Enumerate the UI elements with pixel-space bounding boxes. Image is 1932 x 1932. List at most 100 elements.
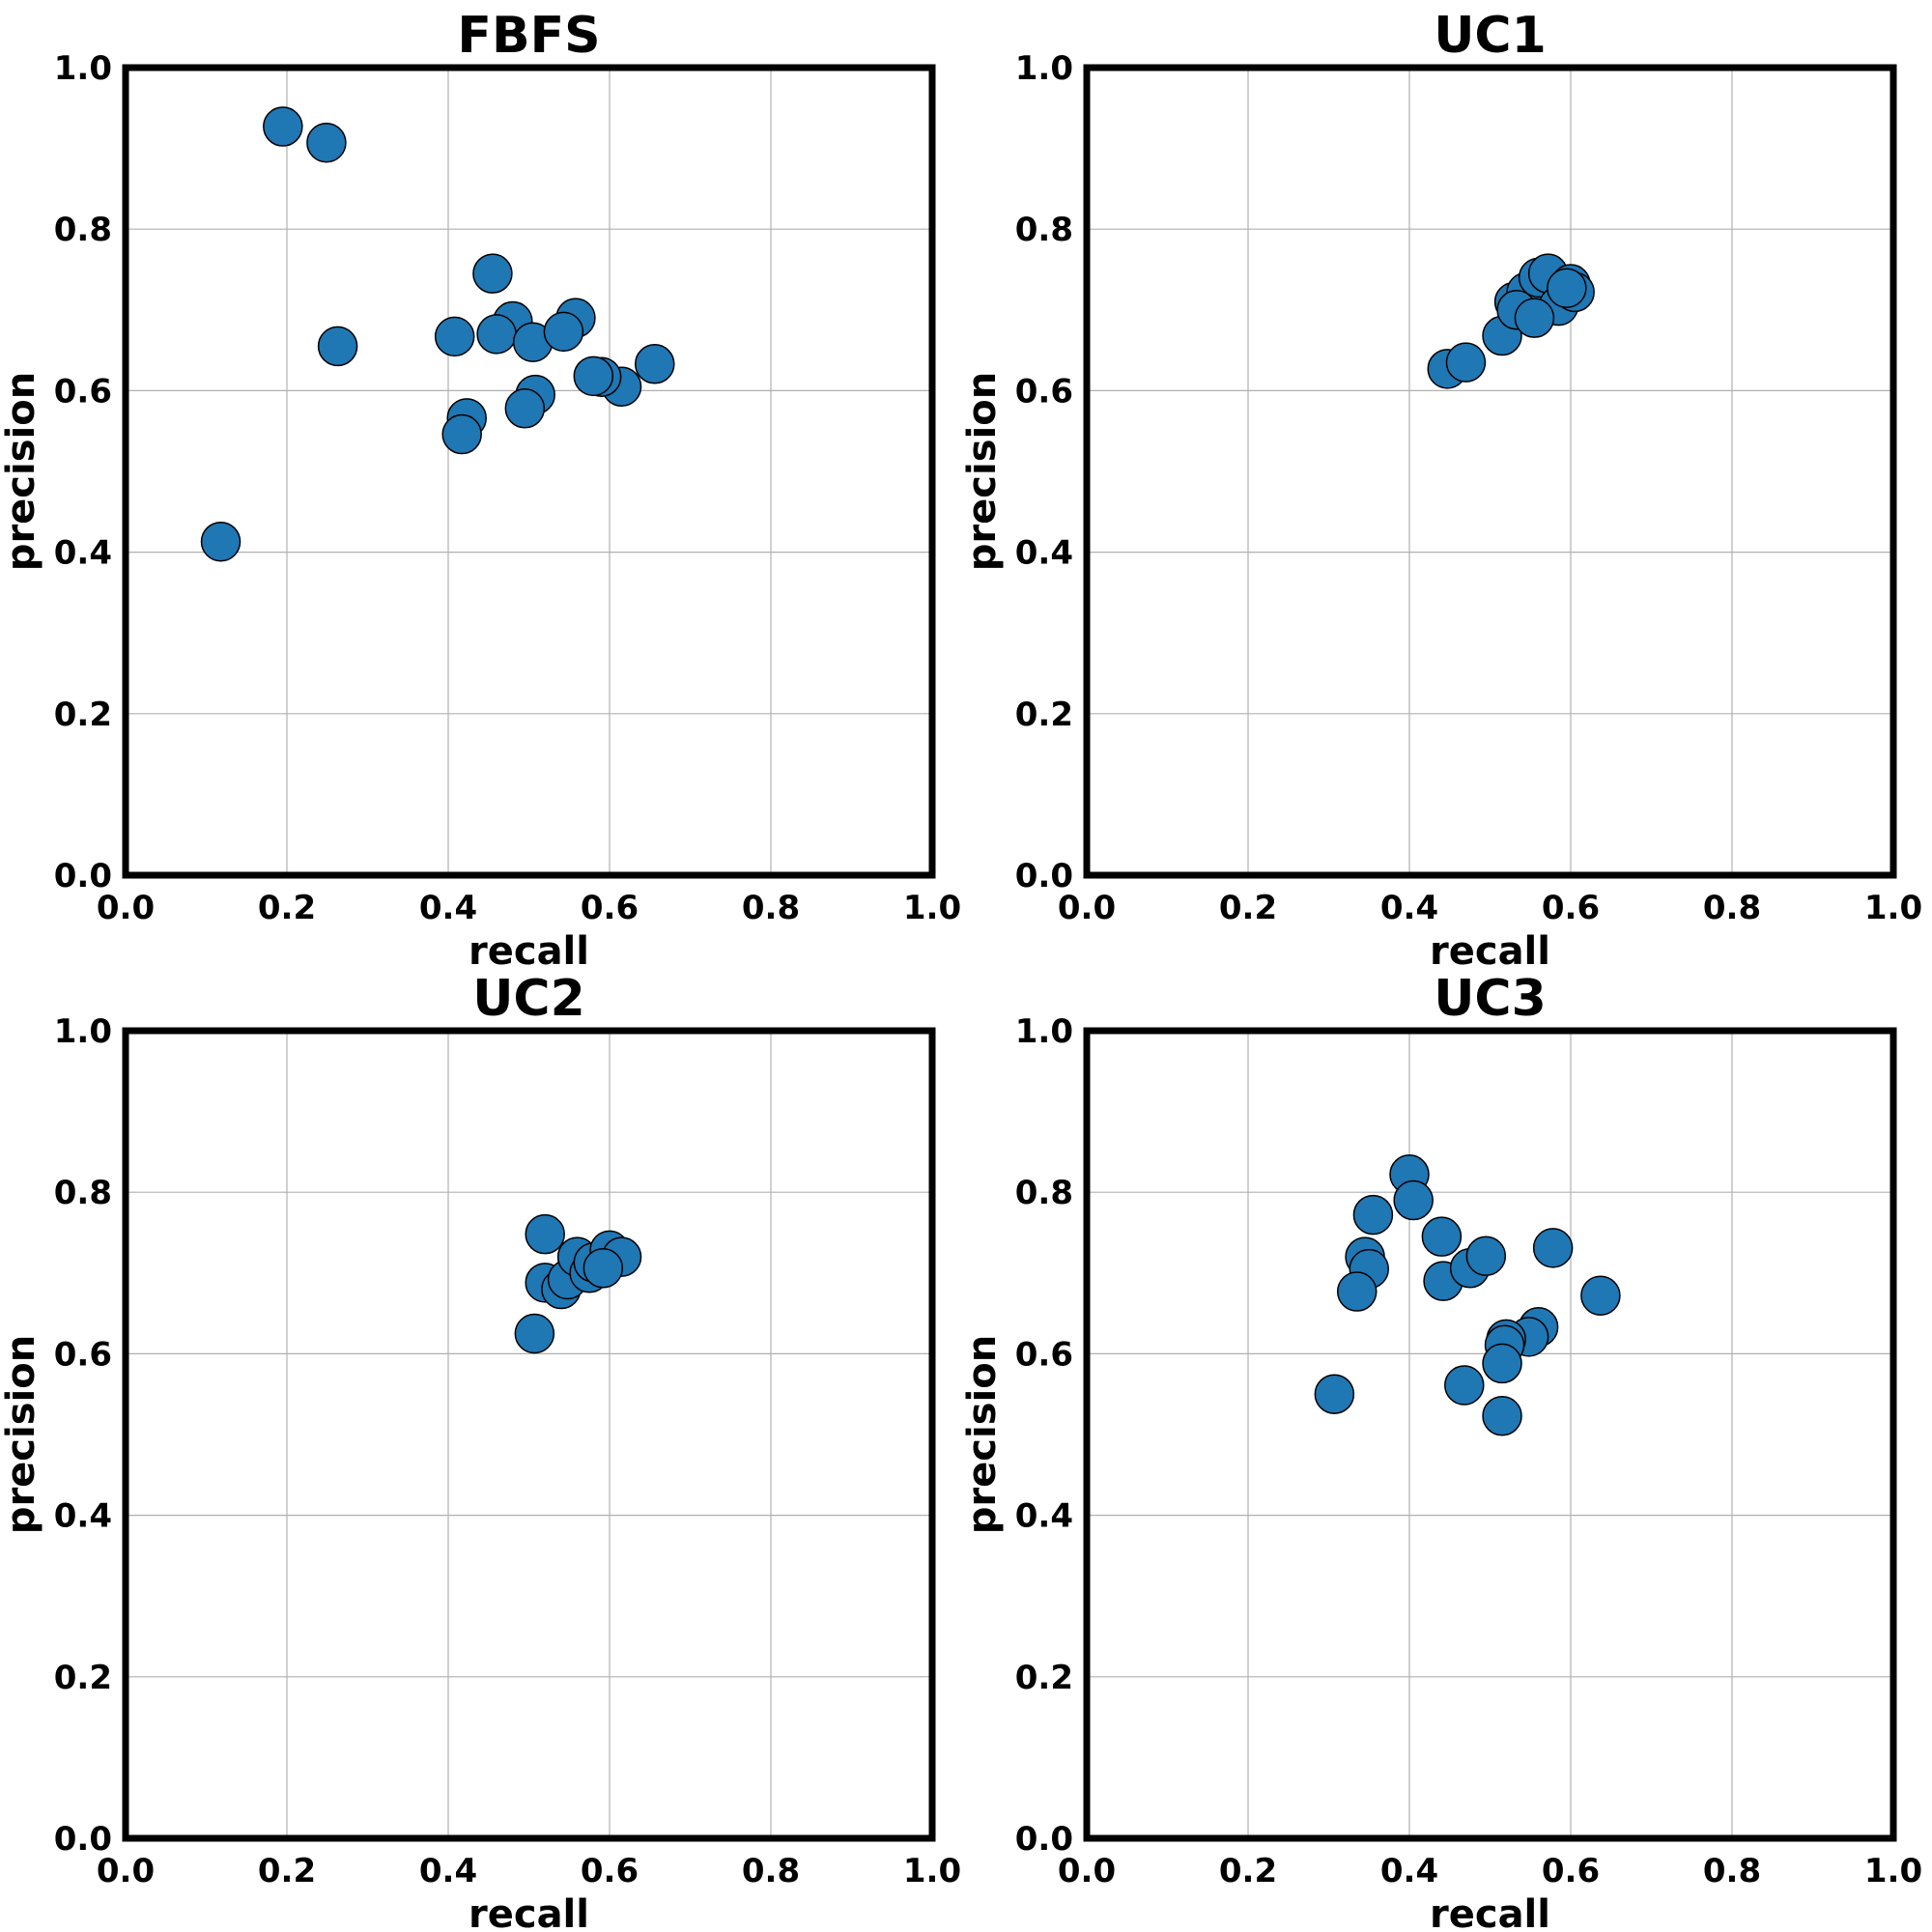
- y-tick-label: 0.0: [1015, 1820, 1073, 1859]
- y-tick-label: 0.6: [1015, 372, 1073, 411]
- scatter-point: [1547, 268, 1587, 308]
- x-axis-label: recall: [1430, 1892, 1550, 1932]
- y-tick-label: 0.2: [1015, 1659, 1073, 1697]
- y-tick-label: 0.0: [54, 857, 112, 895]
- scatter-point: [582, 1248, 624, 1289]
- x-tick-label: 0.0: [1058, 889, 1116, 927]
- scatter-point: [1482, 1343, 1522, 1384]
- x-tick-label: 0.2: [258, 1852, 316, 1890]
- y-tick-label: 0.2: [1015, 696, 1073, 734]
- subplot-uc2: UC2 recall precision 0.0 0.2 0.4 0.6 0.8 1.0 0…: [0, 970, 961, 1932]
- y-axis-label: precision: [960, 372, 1005, 571]
- x-tick-label: 0.4: [1380, 1852, 1438, 1890]
- scatter-point: [1352, 1194, 1394, 1236]
- x-tick-label: 0.4: [419, 889, 477, 927]
- x-tick-label: 0.8: [742, 1852, 800, 1890]
- y-axis-label: precision: [0, 1335, 43, 1534]
- scatter-point: [543, 311, 584, 353]
- scatter-point: [504, 388, 546, 429]
- subplot-uc3: UC3 recall precision 0.0 0.2 0.4 0.6 0.8 1.0 0…: [960, 970, 1922, 1932]
- y-tick-label: 0.4: [1015, 1497, 1073, 1536]
- axes-frame: [122, 64, 936, 879]
- y-tick-label: 1.0: [54, 49, 112, 88]
- subplot-uc1: UC1 recall precision 0.0 0.2 0.4 0.6 0.8 1.0 0…: [960, 7, 1922, 974]
- scatter-point: [1482, 1396, 1522, 1436]
- scatter-point: [1336, 1271, 1378, 1312]
- scatter-point: [1444, 1365, 1485, 1406]
- scatter-point: [635, 344, 675, 384]
- y-tick-label: 0.4: [1015, 534, 1073, 573]
- scatter-point: [306, 122, 347, 163]
- x-tick-label: 0.6: [581, 1852, 639, 1890]
- x-axis-label: recall: [1430, 929, 1550, 974]
- axes-frame: [1083, 1027, 1897, 1842]
- scatter-point: [1445, 342, 1487, 383]
- scatter-point: [476, 314, 517, 355]
- grid: [1086, 1030, 1894, 1839]
- scatter-point: [1532, 1228, 1574, 1268]
- x-tick-label: 1.0: [1864, 889, 1922, 927]
- scatter-point: [1421, 1216, 1463, 1257]
- scatter-point: [573, 355, 614, 397]
- y-tick-label: 0.8: [1015, 1174, 1073, 1212]
- x-tick-label: 0.2: [1219, 889, 1277, 927]
- x-tick-label: 0.4: [1380, 889, 1438, 927]
- y-tick-label: 0.8: [1015, 211, 1073, 249]
- grid: [125, 1030, 933, 1839]
- x-tick-label: 0.6: [1542, 889, 1600, 927]
- y-tick-label: 0.6: [54, 372, 112, 411]
- y-tick-label: 1.0: [54, 1012, 112, 1051]
- scatter-point: [200, 521, 242, 562]
- x-tick-label: 0.0: [97, 1852, 155, 1890]
- x-tick-label: 1.0: [903, 1852, 961, 1890]
- y-tick-label: 0.4: [54, 1497, 112, 1536]
- y-tick-label: 0.4: [54, 534, 112, 573]
- scatter-point: [317, 326, 358, 367]
- scatter-points: [1314, 1154, 1621, 1436]
- y-axis-label: precision: [0, 372, 43, 571]
- scatter-point: [434, 316, 475, 357]
- axes-frame: [1083, 64, 1897, 879]
- y-tick-label: 0.6: [1015, 1335, 1073, 1374]
- grid: [1086, 67, 1894, 876]
- x-tick-label: 0.4: [419, 1852, 477, 1890]
- scatter-point: [1514, 298, 1555, 338]
- scatter-point: [263, 106, 303, 147]
- x-tick-label: 0.0: [1058, 1852, 1116, 1890]
- scatter-point: [1314, 1374, 1355, 1414]
- scatter-point: [441, 413, 482, 455]
- scatter-point: [472, 253, 513, 294]
- subplot-title: UC2: [472, 970, 585, 1028]
- x-tick-label: 0.6: [581, 889, 639, 927]
- x-tick-label: 0.8: [1703, 1852, 1761, 1890]
- scatter-points: [200, 106, 675, 562]
- grid: [125, 67, 933, 876]
- scatter-points: [1427, 253, 1595, 389]
- scatter-point: [514, 1313, 555, 1354]
- scatter-point: [1580, 1275, 1621, 1316]
- x-tick-label: 1.0: [1864, 1852, 1922, 1890]
- scatter-point: [525, 1213, 565, 1255]
- subplot-title: FBFS: [457, 7, 600, 65]
- subplot-title: UC3: [1434, 970, 1547, 1028]
- y-tick-label: 0.8: [54, 1174, 112, 1212]
- x-axis-label: recall: [469, 1892, 589, 1932]
- subplot-title: UC1: [1434, 7, 1547, 65]
- y-tick-label: 0.0: [1015, 857, 1073, 895]
- x-tick-label: 0.2: [1219, 1852, 1277, 1890]
- scatter-point: [1393, 1179, 1434, 1221]
- x-tick-label: 0.2: [258, 889, 316, 927]
- y-tick-label: 0.8: [54, 211, 112, 249]
- x-tick-label: 0.0: [97, 889, 155, 927]
- x-tick-label: 0.6: [1542, 1852, 1600, 1890]
- y-tick-label: 0.2: [54, 696, 112, 734]
- scatter-points: [514, 1213, 642, 1354]
- y-tick-label: 0.6: [54, 1335, 112, 1374]
- y-tick-label: 1.0: [1015, 49, 1073, 88]
- subplot-fbfs: FBFS recall precision 0.0 0.2 0.4 0.6 0.8 1.0…: [0, 7, 961, 974]
- y-tick-label: 1.0: [1015, 1012, 1073, 1051]
- y-tick-label: 0.2: [54, 1659, 112, 1697]
- x-tick-label: 1.0: [903, 889, 961, 927]
- scatter-point: [1465, 1236, 1507, 1276]
